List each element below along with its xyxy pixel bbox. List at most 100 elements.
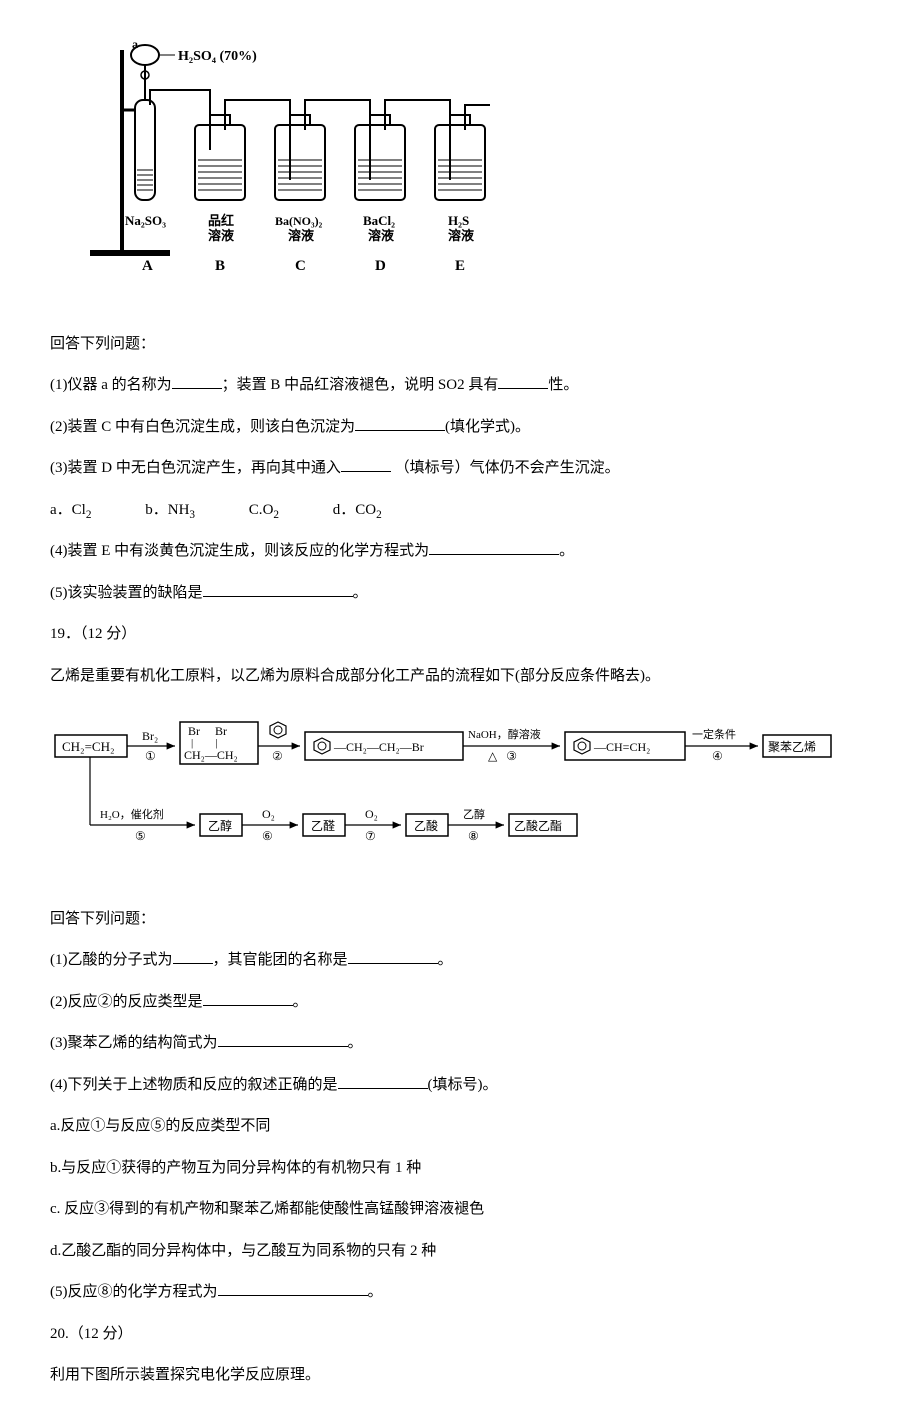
svg-text:a: a <box>132 37 138 51</box>
q18-p5-a: (5)该实验装置的缺陷是 <box>50 585 203 601</box>
blank <box>172 371 222 389</box>
q19-p2-b: 。 <box>293 994 308 1010</box>
svg-text:乙醇: 乙醇 <box>463 807 485 821</box>
option-d: d．CO2 <box>333 492 382 530</box>
q19-part4: (4)下列关于上述物质和反应的叙述正确的是 (填标号)。 <box>50 1067 870 1105</box>
q19-opt-b: b.与反应①获得的产物互为同分异构体的有机物只有 1 种 <box>50 1150 870 1188</box>
q19-lead: 乙烯是重要有机化工原料，以乙烯为原料合成部分化工产品的流程如下(部分反应条件略去… <box>50 658 870 696</box>
q18-p5-b: 。 <box>353 585 368 601</box>
svg-text:—CH=CH₂: —CH=CH₂ <box>593 740 650 754</box>
svg-text:⑥: ⑥ <box>262 829 273 843</box>
svg-text:Br Br: Br Br <box>188 724 227 738</box>
q20-lead: 利用下图所示装置探究电化学反应原理。 <box>50 1357 870 1395</box>
svg-text:H₂S: H₂S <box>448 213 469 228</box>
q19-p1-b: ，其官能团的名称是 <box>213 952 348 968</box>
q19-p5-b: 。 <box>368 1284 383 1300</box>
svg-text:Ba(NO₃)₂: Ba(NO₃)₂ <box>275 214 323 228</box>
q18-part2: (2)装置 C 中有白色沉淀生成，则该白色沉淀为 (填化学式)。 <box>50 409 870 447</box>
q19-p2-a: (2)反应②的反应类型是 <box>50 994 203 1010</box>
q18-p2-a: (2)装置 C 中有白色沉淀生成，则该白色沉淀为 <box>50 419 355 435</box>
q19-part2: (2)反应②的反应类型是 。 <box>50 984 870 1022</box>
q18-p3-a: (3)装置 D 中无白色沉淀产生，再向其中通入 <box>50 460 341 476</box>
svg-text:聚苯乙烯: 聚苯乙烯 <box>768 740 816 754</box>
svg-text:④: ④ <box>712 749 723 763</box>
blank <box>218 1029 348 1047</box>
apparatus-diagram: a H₂SO₄ (70%) <box>70 30 870 306</box>
svg-text:乙酸乙酯: 乙酸乙酯 <box>514 818 562 833</box>
blank <box>338 1071 428 1089</box>
svg-text:溶液: 溶液 <box>288 228 314 243</box>
blank <box>498 371 548 389</box>
q18-part1: (1)仪器 a 的名称为 ；装置 B 中品红溶液褪色，说明 SO2 具有 性。 <box>50 367 870 405</box>
svg-text:H₂SO₄ (70%): H₂SO₄ (70%) <box>178 49 257 64</box>
q19-p1-c: 。 <box>438 952 453 968</box>
q19-p3-a: (3)聚苯乙烯的结构简式为 <box>50 1035 218 1051</box>
svg-text:乙酸: 乙酸 <box>414 818 438 833</box>
svg-text:B: B <box>215 258 225 274</box>
q18-p4-a: (4)装置 E 中有淡黄色沉淀生成，则该反应的化学方程式为 <box>50 543 429 559</box>
q18-p4-b: 。 <box>559 543 574 559</box>
q18-p1-b: ；装置 B 中品红溶液褪色，说明 SO2 具有 <box>222 377 499 393</box>
q18-p2-b: (填化学式)。 <box>445 419 530 435</box>
blank <box>218 1278 368 1296</box>
svg-text:△ ③: △ ③ <box>488 749 517 763</box>
svg-text:E: E <box>455 258 465 274</box>
q19-p3-b: 。 <box>348 1035 363 1051</box>
blank <box>429 537 559 555</box>
svg-text:—CH₂—CH₂—Br: —CH₂—CH₂—Br <box>333 740 424 754</box>
q19-p4-b: (填标号)。 <box>428 1077 498 1093</box>
blank <box>203 579 353 597</box>
q19-opt-a: a.反应①与反应⑤的反应类型不同 <box>50 1108 870 1146</box>
q18-p1-c: 性。 <box>548 377 578 393</box>
q19-opt-c: c. 反应③得到的有机产物和聚苯乙烯都能使酸性高锰酸钾溶液褪色 <box>50 1191 870 1229</box>
svg-text:⑦: ⑦ <box>365 829 376 843</box>
q19-p1-a: (1)乙酸的分子式为 <box>50 952 173 968</box>
svg-text:O₂: O₂ <box>365 807 378 821</box>
option-c: C.O2 <box>249 492 279 530</box>
svg-text:乙醛: 乙醛 <box>311 818 335 833</box>
svg-text:溶液: 溶液 <box>368 228 394 243</box>
svg-text:⑤: ⑤ <box>135 829 146 843</box>
q19-part3: (3)聚苯乙烯的结构简式为 。 <box>50 1025 870 1063</box>
svg-text:CH₂=CH₂: CH₂=CH₂ <box>62 739 115 754</box>
svg-text:溶液: 溶液 <box>208 228 234 243</box>
apparatus-svg: a H₂SO₄ (70%) <box>70 30 510 290</box>
q19-p5-a: (5)反应⑧的化学方程式为 <box>50 1284 218 1300</box>
q19-part5: (5)反应⑧的化学方程式为 。 <box>50 1274 870 1312</box>
svg-text:NaOH，醇溶液: NaOH，醇溶液 <box>468 727 541 741</box>
q18-part3: (3)装置 D 中无白色沉淀产生，再向其中通入 （填标号）气体仍不会产生沉淀。 <box>50 450 870 488</box>
svg-text:CH₂—CH₂: CH₂—CH₂ <box>184 748 238 762</box>
flow-svg: CH₂=CH₂ Br₂ ① Br Br | | CH₂—CH₂ ② —CH₂—C… <box>50 710 880 870</box>
q19-intro: 回答下列问题： <box>50 901 870 939</box>
svg-text:C: C <box>295 258 306 274</box>
svg-text:O₂: O₂ <box>262 807 275 821</box>
svg-text:②: ② <box>272 749 283 763</box>
svg-text:Br₂: Br₂ <box>142 729 158 743</box>
svg-text:品红: 品红 <box>208 213 234 228</box>
svg-text:H₂O，催化剂: H₂O，催化剂 <box>100 807 164 821</box>
q18-options: a．Cl2 b．NH3 C.O2 d．CO2 <box>50 492 870 530</box>
q18-p3-b: （填标号）气体仍不会产生沉淀。 <box>395 460 620 476</box>
flow-diagram: CH₂=CH₂ Br₂ ① Br Br | | CH₂—CH₂ ② —CH₂—C… <box>50 710 870 886</box>
q18-part4: (4)装置 E 中有淡黄色沉淀生成，则该反应的化学方程式为 。 <box>50 533 870 571</box>
svg-text:Na₂SO₃: Na₂SO₃ <box>125 213 166 228</box>
blank <box>173 946 213 964</box>
q19-number: 19．（12 分） <box>50 616 870 654</box>
svg-text:溶液: 溶液 <box>448 228 474 243</box>
q19-p4-a: (4)下列关于上述物质和反应的叙述正确的是 <box>50 1077 338 1093</box>
option-b: b．NH3 <box>145 492 195 530</box>
svg-text:A: A <box>142 258 153 274</box>
svg-text:一定条件: 一定条件 <box>692 727 736 741</box>
svg-text:BaCl₂: BaCl₂ <box>363 213 395 228</box>
svg-text:乙醇: 乙醇 <box>208 818 232 833</box>
option-a: a．Cl2 <box>50 492 91 530</box>
q19-opt-d: d.乙酸乙酯的同分异构体中，与乙酸互为同系物的只有 2 种 <box>50 1233 870 1271</box>
blank <box>341 454 391 472</box>
blank <box>348 946 438 964</box>
q18-part5: (5)该实验装置的缺陷是 。 <box>50 575 870 613</box>
q18-p1-a: (1)仪器 a 的名称为 <box>50 377 172 393</box>
svg-text:①: ① <box>145 749 156 763</box>
q18-intro: 回答下列问题： <box>50 326 870 364</box>
q19-part1: (1)乙酸的分子式为 ，其官能团的名称是 。 <box>50 942 870 980</box>
q20-number: 20.（12 分） <box>50 1316 870 1354</box>
